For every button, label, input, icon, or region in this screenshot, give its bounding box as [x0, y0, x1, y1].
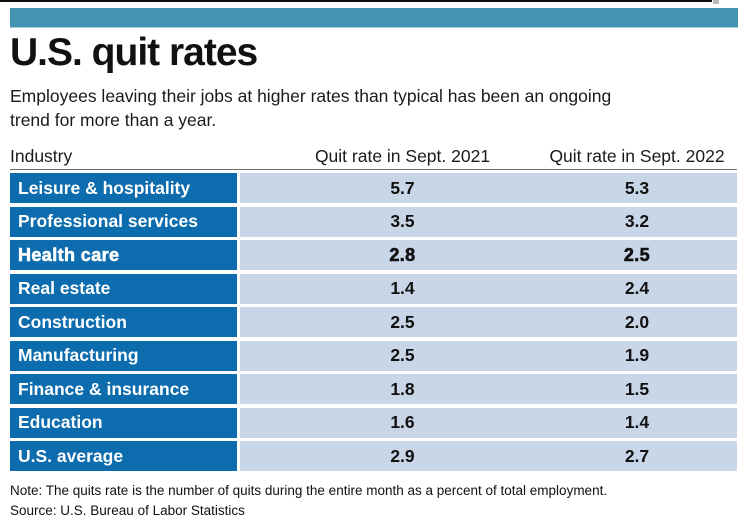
quit-rate-2022-value: 2.0 [565, 307, 737, 337]
col-header-sept-2022: Quit rate in Sept. 2022 [549, 146, 725, 166]
industry-label: Health care [10, 240, 237, 270]
industry-label: Education [10, 407, 237, 438]
chart-subtitle: Employees leaving their jobs at higher r… [10, 84, 611, 132]
table-row-emphasized: Health care 2.8 2.5 [10, 240, 737, 270]
quit-rate-2021-value: 2.5 [240, 340, 565, 371]
accent-bar [10, 8, 738, 28]
source-line: Source: U.S. Bureau of Labor Statistics [10, 503, 245, 518]
quit-rate-2022-value: 1.5 [565, 374, 737, 404]
header-divider [10, 169, 737, 170]
industry-label: Construction [10, 307, 237, 337]
quit-rates-table: Leisure & hospitality 5.7 5.3 Profession… [10, 173, 737, 475]
quit-rate-2021-value: 1.4 [240, 273, 565, 304]
industry-label: Leisure & hospitality [10, 173, 237, 203]
subtitle-line-2: trend for more than a year. [10, 110, 217, 130]
table-row: Finance & insurance 1.8 1.5 [10, 374, 737, 404]
table-row: Education 1.6 1.4 [10, 407, 737, 438]
quit-rate-2022-value: 2.5 [565, 240, 737, 270]
industry-label: Finance & insurance [10, 374, 237, 404]
quit-rate-2021-value: 2.9 [240, 441, 565, 471]
table-header: Industry Quit rate in Sept. 2021 Quit ra… [10, 146, 737, 167]
quit-rate-2022-value: 1.4 [565, 407, 737, 438]
quit-rate-2022-value: 2.4 [565, 273, 737, 304]
chart-title: U.S. quit rates [10, 31, 258, 74]
subtitle-line-1: Employees leaving their jobs at higher r… [10, 86, 612, 106]
quit-rate-2021-value: 2.5 [240, 307, 565, 337]
table-row: Real estate 1.4 2.4 [10, 273, 737, 304]
quit-rate-2021-value: 2.8 [240, 240, 565, 270]
quit-rate-2021-value: 1.8 [240, 374, 565, 404]
footnote: Note: The quits rate is the number of qu… [10, 483, 608, 498]
table-row: Manufacturing 2.5 1.9 [10, 340, 737, 371]
table-row: U.S. average 2.9 2.7 [10, 441, 737, 471]
quit-rate-2021-value: 3.5 [240, 206, 565, 237]
table-row: Leisure & hospitality 5.7 5.3 [10, 173, 737, 203]
col-header-industry: Industry [10, 146, 73, 166]
industry-label: Manufacturing [10, 340, 237, 371]
quit-rate-2022-value: 1.9 [565, 340, 737, 371]
table-row: Professional services 3.5 3.2 [10, 206, 737, 237]
table-row: Construction 2.5 2.0 [10, 307, 737, 337]
top-rule [0, 0, 712, 2]
industry-label: Professional services [10, 206, 237, 237]
col-header-sept-2021: Quit rate in Sept. 2021 [314, 146, 491, 166]
industry-label: Real estate [10, 273, 237, 304]
quit-rate-2021-value: 5.7 [240, 173, 565, 203]
industry-label: U.S. average [10, 441, 237, 471]
quit-rate-2022-value: 2.7 [565, 441, 737, 471]
quit-rate-2022-value: 3.2 [565, 206, 737, 237]
crop-mark [713, 0, 719, 4]
quit-rate-2022-value: 5.3 [565, 173, 737, 203]
quit-rate-2021-value: 1.6 [240, 407, 565, 438]
